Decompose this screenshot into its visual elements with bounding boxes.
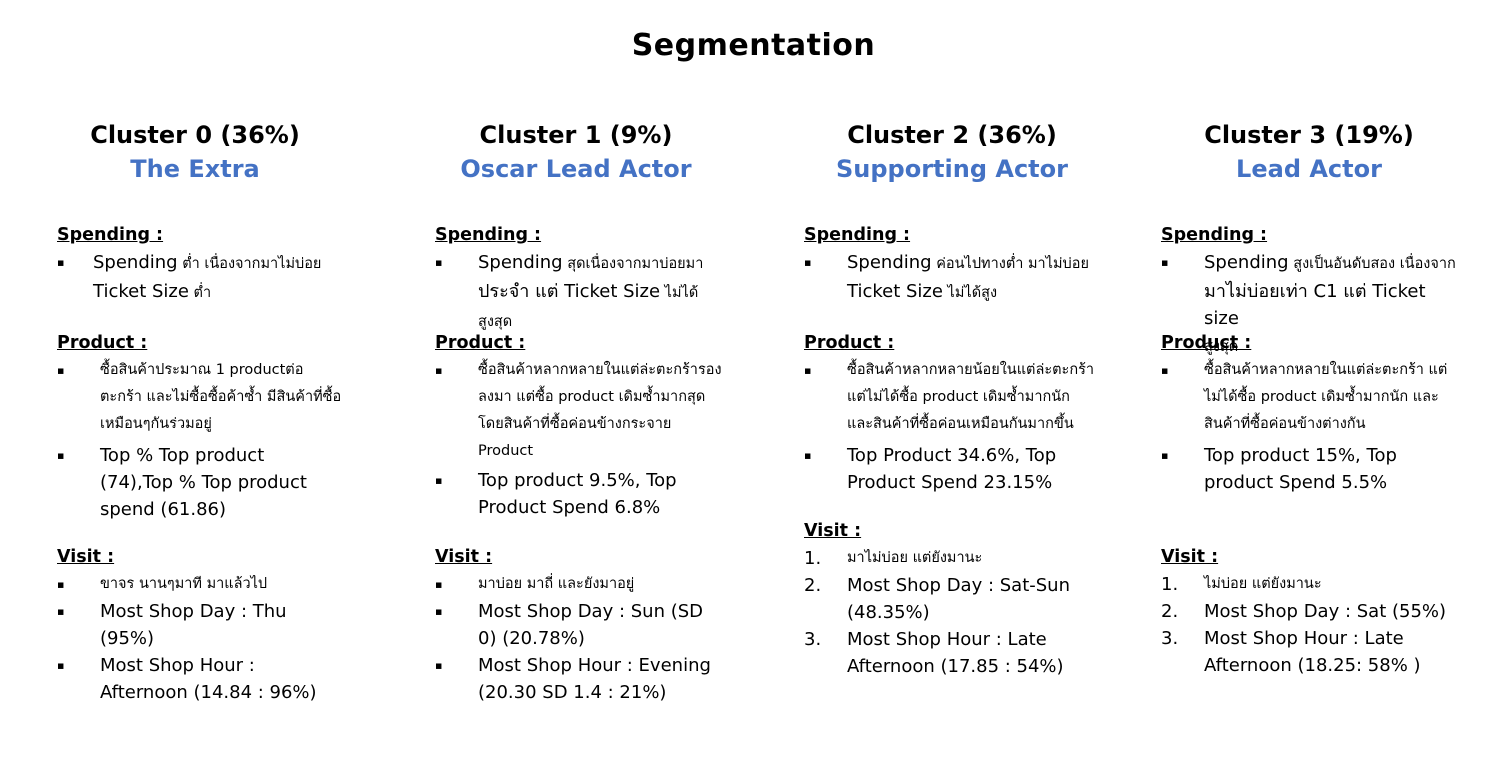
spending-heading: Spending :	[57, 225, 164, 245]
list-item: 2. Most Shop Day : Sat-Sun (48.35%)	[804, 575, 1070, 623]
cluster-3-header: Cluster 3 (19%) Lead Actor	[1161, 118, 1457, 186]
list-item: ▪ Top product 9.5%, Top Product Spend 6.…	[435, 467, 725, 521]
spending-heading: Spending :	[435, 225, 542, 245]
spending-section: Spending : ▪ Spending ค่อนไปทางต่ำ มาไม่…	[804, 223, 1104, 307]
bullet-icon: ▪	[435, 364, 443, 377]
spending-heading: Spending :	[1161, 225, 1268, 245]
cluster-2-header: Cluster 2 (36%) Supporting Actor	[804, 118, 1100, 186]
cluster-persona: Lead Actor	[1236, 155, 1382, 183]
product-section: Product : ▪ ซื้อสินค้าหลากหลายในแต่ล่ะตะ…	[1161, 331, 1461, 496]
list-item: ▪ Top product 15%, Top product Spend 5.5…	[1161, 442, 1461, 496]
bullet-icon: ▪	[804, 449, 812, 462]
list-item: ▪ Top Product 34.6%, Top Product Spend 2…	[804, 442, 1099, 496]
page-title: Segmentation	[631, 28, 876, 63]
bullet-icon: ▪	[804, 364, 812, 377]
cluster-name: Cluster 1 (9%)	[479, 121, 673, 149]
bullet-icon: ▪	[1161, 364, 1169, 377]
bullet-icon: ▪	[435, 605, 443, 618]
list-item: 1. มาไม่บ่อย แต่ยังมานะ	[804, 548, 983, 569]
bullet-icon: ▪	[1161, 256, 1169, 269]
bullet-icon: ▪	[57, 449, 65, 462]
list-item: 1. ไม่บ่อย แต่ยังมานะ	[1161, 574, 1322, 595]
bullet-icon: ▪	[435, 578, 443, 591]
list-item: ▪ Spending ค่อนไปทางต่ำ มาไม่บ่อย Ticket …	[804, 249, 1104, 307]
bullet-icon: ▪	[57, 256, 65, 269]
visit-section: Visit : 1. มาไม่บ่อย แต่ยังมานะ 2. Most Sh…	[804, 519, 1094, 680]
list-item: ▪ Most Shop Day : Sun (SD 0) (20.78%)	[435, 598, 725, 652]
spending-section: Spending : ▪ Spending สุดเนื่องจากมาบ่อย…	[435, 223, 730, 336]
bullet-icon: ▪	[435, 659, 443, 672]
list-item: ▪ ซื้อสินค้าหลากหลายในแต่ล่ะตะกร้ารองลงม…	[435, 357, 725, 465]
cluster-2-column: Cluster 2 (36%) Supporting Actor Spendin…	[804, 0, 1104, 771]
list-item: ▪ Spending ต่ำ เนื่องจากมาไม่บ่อย Ticket …	[57, 249, 321, 307]
product-heading: Product :	[804, 333, 895, 353]
bullet-icon: ▪	[435, 256, 443, 269]
cluster-name: Cluster 0 (36%)	[90, 121, 300, 149]
product-heading: Product :	[1161, 333, 1252, 353]
list-item: ▪ Spending สูงเป็นอันดับสอง เนื่องจาก มาไ…	[1161, 249, 1466, 361]
cluster-persona: The Extra	[130, 155, 260, 183]
list-item: ▪ ซื้อสินค้าหลากหลายน้อยในแต่ล่ะตะกร้า แ…	[804, 357, 1099, 438]
product-section: Product : ▪ ซื้อสินค้าหลากหลายในแต่ล่ะตะ…	[435, 331, 725, 521]
bullet-icon: ▪	[57, 605, 65, 618]
list-item: ▪ ซื้อสินค้าประมาณ 1 productต่อตะกร้า แล…	[57, 357, 342, 438]
cluster-persona: Oscar Lead Actor	[460, 155, 692, 183]
visit-heading: Visit :	[57, 547, 115, 567]
list-item: 3. Most Shop Hour : Late Afternoon (18.25…	[1161, 628, 1421, 676]
cluster-persona: Supporting Actor	[836, 155, 1068, 183]
list-item: ▪ มาบ่อย มาถี่ และยังมาอยู่	[435, 571, 725, 598]
cluster-name: Cluster 2 (36%)	[847, 121, 1057, 149]
list-item: ▪ Top % Top product (74),Top % Top produ…	[57, 442, 342, 523]
visit-section: Visit : 1. ไม่บ่อย แต่ยังมานะ 2. Most Shop…	[1161, 545, 1461, 679]
cluster-1-header: Cluster 1 (9%) Oscar Lead Actor	[435, 118, 717, 186]
product-section: Product : ▪ ซื้อสินค้าประมาณ 1 productต่…	[57, 331, 342, 523]
list-item: ▪ Most Shop Hour : Afternoon (14.84 : 96%…	[57, 652, 342, 706]
cluster-0-column: Cluster 0 (36%) The Extra Spending : ▪ S…	[57, 0, 347, 771]
visit-heading: Visit :	[804, 521, 862, 541]
bullet-icon: ▪	[804, 256, 812, 269]
cluster-1-column: Cluster 1 (9%) Oscar Lead Actor Spending…	[435, 0, 735, 771]
visit-section: Visit : ▪ มาบ่อย มาถี่ และยังมาอยู่ ▪ Most…	[435, 545, 725, 706]
list-item: 3. Most Shop Hour : Late Afternoon (17.85…	[804, 629, 1064, 677]
list-item: ▪ ซื้อสินค้าหลากหลายในแต่ล่ะตะกร้า แต่ไม…	[1161, 357, 1461, 438]
bullet-icon: ▪	[435, 474, 443, 487]
visit-heading: Visit :	[1161, 547, 1219, 567]
bullet-icon: ▪	[1161, 449, 1169, 462]
list-item: ▪ Spending สุดเนื่องจากมาบ่อยมา ประจำ แต่…	[435, 249, 730, 336]
product-heading: Product :	[57, 333, 148, 353]
list-item: ▪ ขาจร นานๆมาที มาแล้วไป	[57, 571, 342, 598]
visit-heading: Visit :	[435, 547, 493, 567]
list-item: 2. Most Shop Day : Sat (55%)	[1161, 601, 1447, 622]
cluster-3-column: Cluster 3 (19%) Lead Actor Spending : ▪ …	[1161, 0, 1461, 771]
visit-section: Visit : ▪ ขาจร นานๆมาที มาแล้วไป ▪ Most Sh…	[57, 545, 342, 706]
cluster-name: Cluster 3 (19%)	[1204, 121, 1414, 149]
list-item: ▪ Most Shop Day : Thu (95%)	[57, 598, 342, 652]
list-item: ▪ Most Shop Hour : Evening (20.30 SD 1.4 …	[435, 652, 725, 706]
spending-heading: Spending :	[804, 225, 911, 245]
spending-section: Spending : ▪ Spending สูงเป็นอันดับสอง เ…	[1161, 223, 1466, 361]
bullet-icon: ▪	[57, 364, 65, 377]
bullet-icon: ▪	[57, 659, 65, 672]
cluster-0-header: Cluster 0 (36%) The Extra	[45, 118, 345, 186]
product-heading: Product :	[435, 333, 526, 353]
spending-section: Spending : ▪ Spending ต่ำ เนื่องจากมาไม่…	[57, 223, 321, 307]
product-section: Product : ▪ ซื้อสินค้าหลากหลายน้อยในแต่ล…	[804, 331, 1099, 496]
bullet-icon: ▪	[57, 578, 65, 591]
